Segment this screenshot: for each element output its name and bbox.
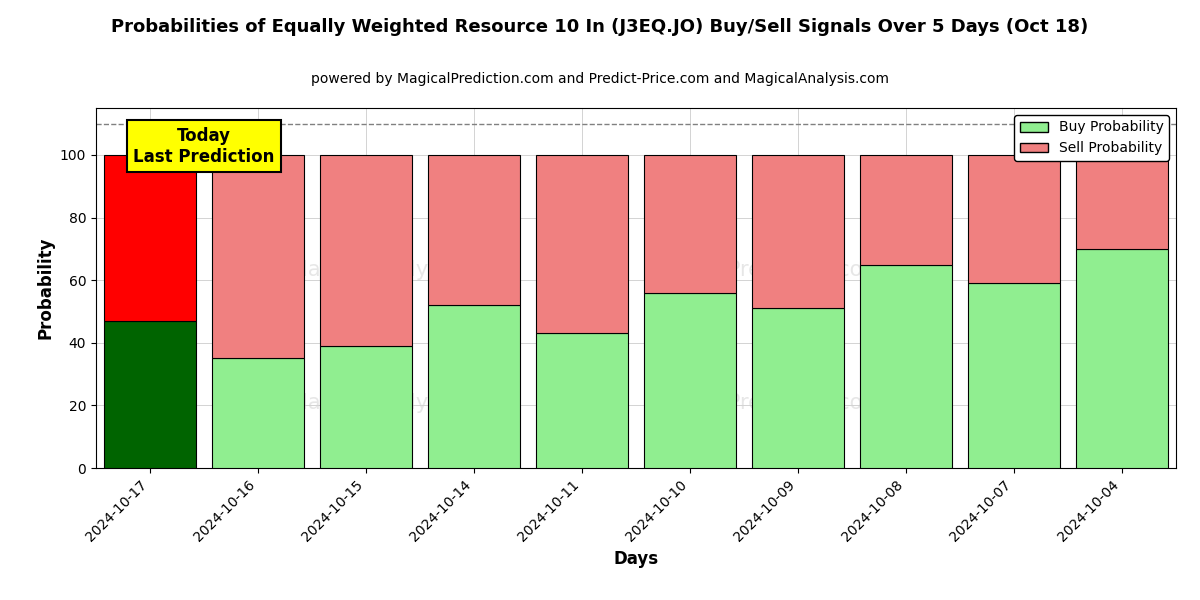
Bar (644, 293, 736, 468)
Bar (752, 308, 844, 468)
Bar (536, 334, 628, 468)
Bar (968, 155, 1060, 283)
Text: MagicalPrediction.com: MagicalPrediction.com (648, 260, 883, 280)
Bar (320, 346, 412, 468)
Text: Probabilities of Equally Weighted Resource 10 In (J3EQ.JO) Buy/Sell Signals Over: Probabilities of Equally Weighted Resour… (112, 18, 1088, 36)
Text: MagicalAnalysis.com: MagicalAnalysis.com (290, 260, 506, 280)
Legend: Buy Probability, Sell Probability: Buy Probability, Sell Probability (1014, 115, 1169, 161)
Bar (968, 283, 1060, 468)
Text: powered by MagicalPrediction.com and Predict-Price.com and MagicalAnalysis.com: powered by MagicalPrediction.com and Pre… (311, 72, 889, 86)
Bar (104, 155, 196, 321)
Bar (860, 265, 952, 468)
Bar (860, 155, 952, 265)
Bar (212, 155, 304, 358)
Bar (1076, 155, 1168, 249)
Bar (428, 305, 520, 468)
Bar (212, 358, 304, 468)
Bar (644, 155, 736, 293)
Bar (752, 155, 844, 308)
X-axis label: Days: Days (613, 550, 659, 568)
Text: MagicalPrediction.com: MagicalPrediction.com (648, 393, 883, 413)
Text: MagicalAnalysis.com: MagicalAnalysis.com (290, 393, 506, 413)
Text: Today
Last Prediction: Today Last Prediction (133, 127, 275, 166)
Bar (1076, 249, 1168, 468)
Bar (536, 155, 628, 334)
Y-axis label: Probability: Probability (36, 237, 54, 339)
Bar (104, 321, 196, 468)
Bar (428, 155, 520, 305)
Bar (320, 155, 412, 346)
